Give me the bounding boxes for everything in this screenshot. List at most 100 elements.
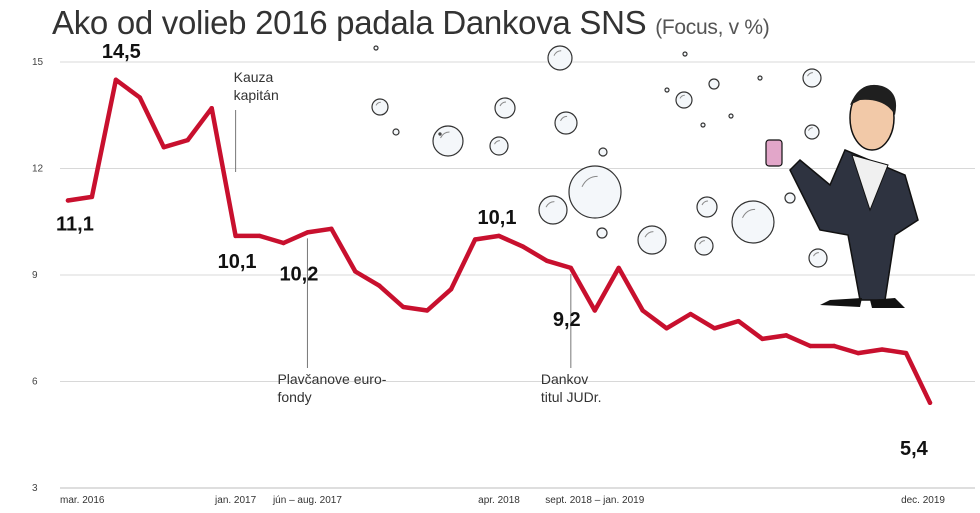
x-tick-label: sept. 2018 – jan. 2019 (545, 495, 644, 506)
series-line (65, 77, 933, 406)
bubble-shine (494, 140, 500, 145)
bubble-shine (499, 101, 507, 107)
series-layer (65, 77, 933, 406)
bubble-icon (432, 125, 464, 157)
bubble-shine (742, 208, 756, 219)
data-point (520, 244, 526, 249)
data-point (736, 318, 741, 324)
annotation-line: titul JUDr. (541, 389, 602, 405)
data-point (161, 145, 166, 150)
y-tick-label: 9 (32, 270, 38, 281)
data-point (65, 198, 71, 203)
y-tick-label: 6 (32, 377, 38, 388)
data-label: 14,5 (102, 41, 141, 63)
bubble-shine (375, 101, 381, 106)
data-point (616, 265, 621, 271)
data-point (137, 95, 143, 100)
bubble-icon (664, 87, 670, 93)
bubble-shine (679, 94, 685, 99)
data-point (377, 283, 382, 288)
data-point (760, 336, 765, 342)
bubble-shine (699, 240, 705, 245)
bubble-shine (644, 231, 654, 238)
bubble-shine (560, 115, 568, 122)
annotation-text: Kauza kapitán (234, 69, 279, 103)
bubble-icon (637, 225, 667, 255)
data-point (568, 265, 574, 271)
bubble-icon (568, 165, 622, 219)
bubble-icon (784, 192, 796, 204)
shirt-shape (851, 154, 889, 212)
bubble-icon (373, 45, 379, 51)
data-point (353, 269, 358, 274)
data-point (879, 347, 885, 352)
bubble-icon (371, 98, 389, 116)
data-point (401, 304, 406, 310)
data-point (784, 333, 789, 338)
x-tick-label: jan. 2017 (214, 495, 257, 506)
data-label: 9,2 (553, 309, 581, 331)
y-axis-ticks: 3 6 9 12 15 (32, 57, 44, 494)
x-tick-label: apr. 2018 (478, 495, 520, 506)
gridlines (60, 61, 975, 489)
bubble-shine (808, 127, 813, 131)
data-point (664, 326, 669, 331)
bubble-shine (440, 131, 450, 139)
data-point (808, 343, 813, 349)
data-point (281, 240, 286, 246)
bubble-shine (553, 50, 562, 56)
data-label: 10,2 (279, 263, 318, 285)
bubble-icon (598, 147, 608, 157)
politician-figure-icon (765, 84, 919, 308)
x-tick-label: mar. 2016 (60, 495, 105, 506)
bubble-shine (701, 200, 709, 206)
data-point (903, 350, 909, 356)
annotations: Kauza kapitán Plavčanove euro-fondy Dankov t… (234, 69, 602, 405)
bubble-icon (538, 195, 568, 225)
annotation-line: Dankov (541, 371, 588, 387)
y-tick-label: 12 (32, 164, 44, 175)
data-point (185, 137, 190, 143)
shoes-shape (820, 298, 905, 308)
bubble-icon (728, 113, 734, 119)
bubble-shine (807, 72, 813, 77)
bubble-icon (675, 91, 693, 109)
x-axis-ticks: mar. 2016 jan. 2017 jún – aug. 2017 apr. 20… (60, 495, 945, 506)
bubble-icon (802, 68, 822, 88)
data-label: 5,4 (900, 438, 929, 460)
bubble-icon (708, 78, 720, 90)
bubble-icon (731, 200, 775, 244)
y-tick-label: 3 (32, 483, 38, 494)
x-tick-label: dec. 2019 (901, 495, 945, 506)
bubble-icon (596, 227, 608, 239)
data-point (712, 326, 717, 331)
annotation-text: Dankov titul JUDr. (541, 371, 602, 405)
data-point (448, 287, 454, 292)
annotation-line: Plavčanove euro- (277, 371, 386, 387)
bubble-icon (696, 196, 718, 218)
data-point (688, 311, 693, 317)
bottle-icon (765, 139, 783, 167)
bubble-icon (547, 45, 573, 71)
annotation-text: Plavčanove euro-fondy (277, 371, 386, 405)
bubble-shine (813, 252, 819, 257)
data-label: 10,1 (478, 207, 517, 229)
bubble-icon (757, 75, 763, 81)
suit-shape (789, 149, 919, 301)
cartoon-illustration (371, 45, 919, 308)
bubble-icon (494, 97, 516, 119)
bubble-icon (694, 236, 714, 256)
data-label: 10,1 (218, 251, 257, 273)
data-point (113, 77, 119, 82)
x-tick-label: jún – aug. 2017 (272, 495, 342, 506)
y-tick-label: 15 (32, 57, 44, 68)
chart-subtitle: (Focus, v %) (655, 16, 770, 39)
data-point (496, 233, 502, 239)
bubble-icon (682, 51, 688, 57)
chart-title-text: Ako od volieb 2016 padala Dankova SNS (52, 4, 647, 41)
data-point (424, 308, 430, 313)
bubble-icon (489, 136, 509, 156)
annotation-line: Kauza (234, 69, 274, 85)
data-point (257, 233, 262, 239)
data-point (927, 400, 933, 405)
